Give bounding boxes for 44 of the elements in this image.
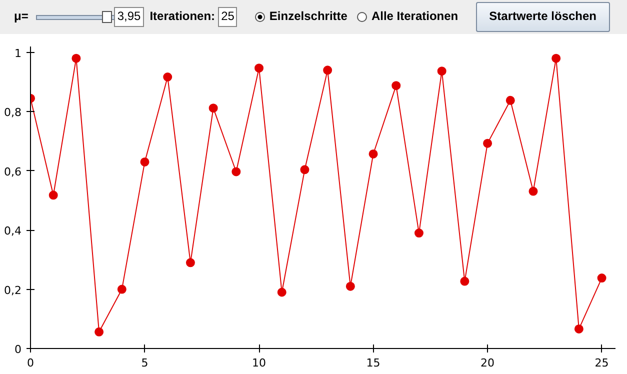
- y-tick-label: 0,4: [4, 224, 22, 238]
- text: Iterationen:: [150, 8, 216, 26]
- point: [323, 66, 332, 75]
- point: [552, 54, 561, 63]
- point: [574, 324, 584, 334]
- point: [460, 276, 470, 286]
- point: [163, 72, 172, 82]
- point: [300, 165, 310, 174]
- text: Einzelschritte: [269, 8, 348, 26]
- point: [117, 284, 126, 294]
- point: [140, 157, 150, 166]
- text: μ=: [14, 8, 28, 26]
- point: [48, 190, 58, 200]
- y-tick-label: 0,2: [4, 284, 22, 297]
- point: [254, 64, 264, 73]
- x-tick-label: 10: [252, 356, 266, 370]
- text: Alle Iterationen: [371, 8, 458, 26]
- point: [483, 138, 492, 148]
- text: Startwerte löschen: [476, 2, 610, 32]
- x-tick-label: 25: [594, 356, 609, 370]
- point: [208, 104, 218, 113]
- point: [346, 282, 355, 291]
- point: [392, 81, 401, 90]
- text: 25: [218, 7, 238, 27]
- point: [437, 66, 446, 76]
- point: [506, 96, 515, 105]
- y-tick-label: 0: [14, 343, 22, 356]
- y-tick-label: 0,6: [4, 165, 22, 178]
- point: [277, 288, 286, 297]
- point: [414, 228, 424, 238]
- point: [186, 258, 195, 268]
- x-tick-label: 0: [27, 356, 34, 370]
- point: [94, 327, 104, 336]
- x-tick-label: 20: [480, 356, 495, 370]
- x-tick-label: 15: [366, 356, 380, 370]
- point: [597, 274, 606, 283]
- point: [72, 54, 81, 63]
- x-tick-label: 5: [141, 356, 148, 370]
- y-tick-label: 0,8: [4, 106, 22, 120]
- point: [232, 167, 241, 176]
- y-tick-label: 1: [14, 46, 22, 60]
- text: 3,95: [114, 7, 144, 27]
- point: [528, 186, 538, 196]
- point: [368, 149, 378, 158]
